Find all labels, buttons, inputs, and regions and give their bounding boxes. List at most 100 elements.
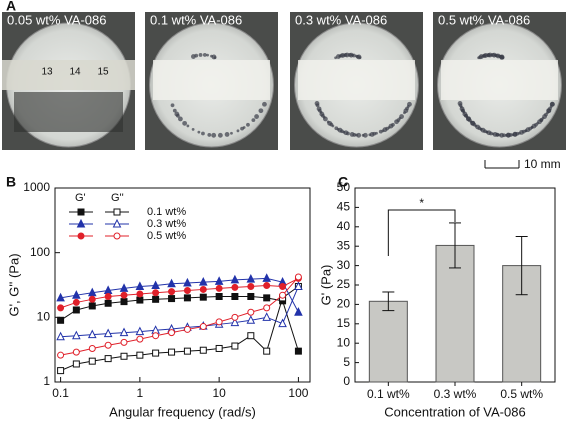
gel-speck	[334, 126, 339, 131]
y-tick-label: 10	[337, 335, 351, 349]
gel-speck	[505, 132, 511, 138]
marker	[88, 357, 96, 365]
legend-marker	[77, 208, 85, 216]
legend-header: G''	[111, 192, 124, 204]
y-tick-label: 35	[337, 238, 351, 252]
gel-band	[298, 60, 415, 100]
gel-speck	[461, 108, 465, 113]
gel-speck	[464, 113, 469, 118]
gel-speck	[190, 54, 196, 59]
marker	[294, 307, 303, 316]
marker	[294, 273, 302, 281]
gel-speck	[182, 120, 188, 126]
scale-bar-label: 10 mm	[524, 157, 561, 171]
marker	[88, 302, 96, 310]
y-tick-label: 40	[337, 219, 351, 233]
marker	[279, 291, 287, 299]
marker	[168, 348, 176, 356]
marker	[87, 329, 97, 339]
marker	[263, 294, 271, 302]
gel-speck	[486, 53, 491, 58]
marker	[152, 289, 160, 297]
marker	[246, 315, 256, 324]
marker	[168, 295, 176, 303]
gel-speck	[251, 118, 256, 123]
y-axis-title: G' (Pa)	[318, 265, 333, 306]
gel-speck	[246, 122, 250, 127]
gel-speck	[482, 54, 487, 58]
marker	[215, 344, 223, 352]
gel-speck	[495, 53, 501, 59]
marker	[199, 293, 207, 301]
gel-speck	[491, 132, 495, 136]
gel-speck	[405, 106, 409, 111]
marker	[120, 338, 128, 346]
series-line	[60, 286, 299, 372]
photo-label: 0.1 wt% VA-086	[150, 12, 242, 27]
marker	[88, 295, 96, 303]
gel-speck	[186, 124, 190, 128]
gel-speck	[368, 133, 372, 137]
y-tick-label: 5	[343, 355, 350, 369]
gel-speck	[262, 101, 267, 107]
marker	[231, 292, 239, 300]
gel-speck	[174, 111, 180, 117]
marker	[136, 351, 144, 359]
marker	[262, 312, 272, 321]
marker	[199, 285, 207, 293]
marker	[72, 360, 80, 368]
marker	[230, 317, 240, 327]
marker	[56, 331, 65, 341]
marker	[135, 281, 145, 290]
gel-speck	[459, 105, 463, 109]
marker	[230, 274, 240, 284]
x-tick-label: 0.5 wt%	[500, 387, 543, 401]
gel-speck	[382, 127, 388, 133]
marker	[278, 318, 287, 328]
x-tick-label: 10	[212, 386, 226, 400]
ruler-label: 13	[41, 67, 53, 78]
ruler-label: 15	[97, 67, 109, 78]
marker	[72, 330, 81, 340]
gel-speck	[211, 132, 217, 138]
y-tick-label: 1	[43, 374, 50, 388]
x-tick-label: 1	[137, 386, 144, 400]
gel-speck	[355, 133, 358, 137]
series-line	[60, 276, 299, 356]
legend-label: 0.1 wt%	[147, 206, 186, 218]
gel-speck	[338, 54, 342, 58]
panel-label: A	[6, 0, 16, 14]
significance-label: *	[419, 196, 424, 210]
marker	[72, 348, 80, 356]
gel-speck	[210, 54, 213, 58]
gel-speck	[326, 120, 330, 124]
marker	[152, 295, 160, 303]
gel-speck	[258, 108, 264, 114]
panel-label: B	[6, 174, 16, 190]
gel-speck	[361, 133, 365, 137]
y-tick-label: 100	[30, 245, 50, 259]
marker	[198, 277, 208, 286]
legend-marker	[76, 218, 86, 228]
panel-label: C	[338, 174, 348, 190]
marker	[215, 284, 223, 292]
marker	[168, 329, 176, 337]
gel-speck	[530, 125, 534, 129]
y-tick-label: 25	[337, 277, 351, 291]
x-axis-title: Angular frequency (rad/s)	[109, 404, 256, 419]
marker	[57, 367, 65, 375]
gel-speck	[207, 133, 212, 137]
gel-speck	[398, 116, 402, 120]
marker	[120, 291, 128, 299]
gel-speck	[536, 121, 540, 125]
marker	[247, 292, 255, 300]
marker	[183, 286, 191, 294]
marker	[215, 292, 223, 300]
ruler	[2, 60, 135, 90]
marker	[262, 273, 272, 282]
marker	[263, 347, 271, 355]
gel-speck	[198, 53, 203, 57]
marker	[183, 347, 191, 355]
marker	[136, 335, 144, 343]
